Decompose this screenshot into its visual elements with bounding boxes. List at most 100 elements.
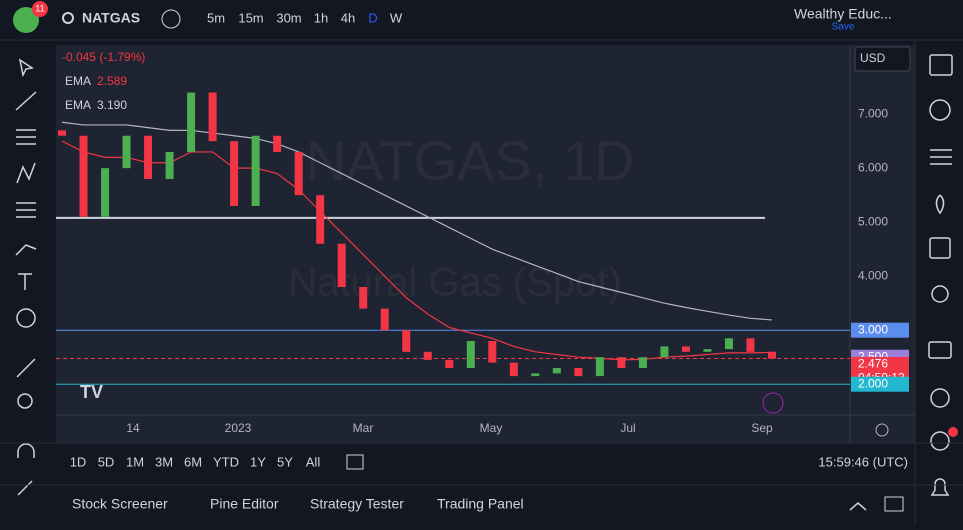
badge: [32, 1, 48, 17]
interval[interactable]: D: [368, 10, 377, 25]
candle: [337, 243, 346, 287]
range-button[interactable]: 5D: [98, 454, 115, 469]
left-tools: [15, 58, 37, 496]
range-button[interactable]: All: [306, 454, 321, 469]
y-tick-label: 6.000: [858, 160, 888, 174]
candle: [165, 151, 174, 179]
collapse-panel[interactable]: [849, 502, 867, 511]
price-change: -0.045 (-1.79%): [62, 50, 145, 64]
pattern-tool[interactable]: [16, 162, 36, 184]
interval[interactable]: 1h: [314, 10, 328, 25]
candle: [638, 357, 647, 369]
range-button[interactable]: 6M: [184, 454, 202, 469]
notifications[interactable]: [930, 478, 950, 496]
interval[interactable]: W: [390, 10, 403, 25]
range-button[interactable]: 1M: [126, 454, 144, 469]
ideas[interactable]: [931, 285, 949, 303]
symbol[interactable]: NATGAS: [82, 10, 140, 26]
line-tool[interactable]: [15, 91, 37, 111]
interval[interactable]: 30m: [276, 10, 301, 25]
fib-tool[interactable]: [16, 129, 36, 145]
candle: [380, 308, 389, 331]
time-label: Mar: [353, 421, 374, 435]
panel-tab[interactable]: Trading Panel: [437, 496, 524, 512]
range-button[interactable]: 1Y: [250, 454, 266, 469]
price-label: 3.000: [858, 322, 888, 336]
range-button[interactable]: 1D: [70, 454, 87, 469]
save[interactable]: Save: [832, 22, 855, 33]
indicator-value: 3.190: [97, 98, 127, 112]
currency[interactable]: USD: [860, 51, 886, 65]
price-label-bg: [851, 322, 909, 338]
cursor-tool[interactable]: [18, 58, 34, 78]
candle: [531, 373, 540, 377]
range-button[interactable]: YTD: [213, 454, 239, 469]
text-tool[interactable]: [18, 273, 32, 290]
panel-tab[interactable]: Strategy Tester: [310, 496, 404, 512]
candle: [488, 341, 497, 363]
maximize-panel[interactable]: [884, 496, 904, 512]
candle: [746, 338, 755, 352]
interval[interactable]: 4h: [341, 10, 355, 25]
price-label: 2.000: [858, 376, 888, 390]
event-icon[interactable]: [762, 392, 784, 414]
interval[interactable]: 15m: [238, 10, 263, 25]
date-range-icon[interactable]: [346, 454, 364, 470]
ruler-tool[interactable]: [16, 358, 36, 378]
brush-tool[interactable]: [15, 244, 37, 256]
streams[interactable]: [930, 388, 950, 408]
avatar[interactable]: [13, 7, 39, 33]
tv-logo: TV: [80, 382, 103, 402]
panel-tab[interactable]: Pine Editor: [210, 496, 279, 512]
emoji-tool[interactable]: [16, 308, 36, 328]
forecast-tool[interactable]: [16, 202, 36, 218]
candle: [101, 168, 110, 217]
price-label: 2.476: [858, 357, 888, 371]
watchlist[interactable]: [929, 54, 953, 76]
live-dot: [948, 427, 958, 437]
y-tick-label: 4.000: [858, 268, 888, 282]
candle: [251, 135, 260, 206]
candle: [445, 359, 454, 369]
calendar[interactable]: [929, 237, 951, 259]
search-icon[interactable]: [62, 12, 74, 24]
account[interactable]: Wealthy Educ...: [794, 6, 892, 22]
candle: [122, 135, 131, 169]
candle: [144, 135, 153, 179]
settings-icon[interactable]: [875, 423, 889, 437]
candle: [359, 286, 368, 309]
alerts[interactable]: [929, 99, 951, 121]
interval[interactable]: 5m: [207, 10, 225, 25]
candle: [402, 330, 411, 352]
range-button[interactable]: 5Y: [277, 454, 293, 469]
data-window[interactable]: [930, 149, 952, 165]
currency-box[interactable]: [854, 46, 911, 72]
right-tools: [928, 54, 953, 496]
panel-tab[interactable]: Stock Screener: [72, 496, 168, 512]
time-label: 2023: [225, 421, 252, 435]
y-tick-label: 5.000: [858, 214, 888, 228]
indicator-value: 2.589: [97, 74, 127, 88]
candle: [466, 341, 475, 369]
time-axis: [56, 415, 915, 443]
hotlists[interactable]: [935, 194, 945, 215]
add-symbol[interactable]: [161, 9, 181, 29]
candle: [768, 351, 776, 359]
chats[interactable]: [928, 341, 952, 359]
candle: [595, 357, 604, 377]
pen-tool[interactable]: [17, 480, 33, 496]
candle: [703, 349, 712, 352]
watermark-symbol: NATGAS, 1D: [306, 129, 635, 192]
candle: [273, 135, 282, 152]
magnet-tool[interactable]: [17, 443, 35, 458]
zoom-tool[interactable]: [17, 393, 33, 409]
y-tick-label: 7.000: [858, 106, 888, 120]
indicator-name: EMA: [65, 74, 91, 88]
candle: [230, 141, 239, 206]
broadcast[interactable]: [930, 431, 950, 451]
range-button[interactable]: 3M: [155, 454, 173, 469]
time-label: May: [480, 421, 503, 435]
time-label: 14: [126, 421, 140, 435]
